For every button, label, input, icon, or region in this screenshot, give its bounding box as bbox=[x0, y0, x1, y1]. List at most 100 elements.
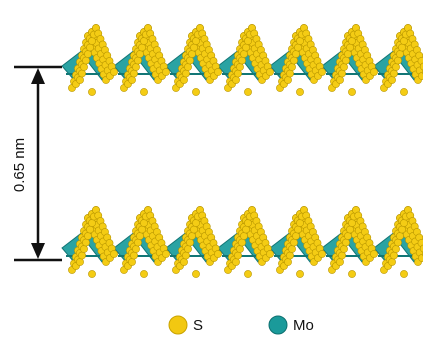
s-atom bbox=[336, 258, 343, 265]
s-atom bbox=[244, 270, 251, 277]
s-atom bbox=[140, 219, 147, 226]
s-atom bbox=[240, 50, 247, 57]
s-atom bbox=[84, 50, 91, 57]
s-atom bbox=[288, 245, 295, 252]
s-atom bbox=[242, 226, 249, 233]
legend-label: S bbox=[193, 317, 203, 334]
s-atom bbox=[400, 270, 407, 277]
s-atom bbox=[418, 254, 423, 261]
s-atom bbox=[286, 252, 293, 259]
dimension-label: 0.65 nm bbox=[11, 138, 28, 192]
s-atom bbox=[140, 270, 147, 277]
s-atom bbox=[340, 63, 347, 70]
s-atom bbox=[78, 70, 85, 77]
s-atom bbox=[88, 37, 95, 44]
s-atom bbox=[110, 68, 117, 75]
s-atom bbox=[396, 50, 403, 57]
s-atom bbox=[244, 37, 251, 44]
s-atom bbox=[370, 250, 377, 257]
s-atom bbox=[234, 70, 241, 77]
s-atom bbox=[292, 232, 299, 239]
s-atom bbox=[296, 37, 303, 44]
s-atom bbox=[78, 252, 85, 259]
s-atom bbox=[130, 70, 137, 77]
s-atom bbox=[192, 88, 199, 95]
legend-swatch-s bbox=[169, 316, 187, 334]
s-atom bbox=[188, 50, 195, 57]
s-atom bbox=[140, 37, 147, 44]
s-atom bbox=[400, 88, 407, 95]
s-atom bbox=[296, 88, 303, 95]
s-atom bbox=[184, 245, 191, 252]
s-atom bbox=[180, 76, 187, 83]
s-atom bbox=[396, 232, 403, 239]
s-atom bbox=[86, 226, 93, 233]
s-atom bbox=[140, 88, 147, 95]
s-atom bbox=[348, 219, 355, 226]
s-atom bbox=[388, 76, 395, 83]
s-atom bbox=[318, 68, 325, 75]
s-atom bbox=[136, 50, 143, 57]
s-atom bbox=[186, 239, 193, 246]
s-atom bbox=[296, 219, 303, 226]
s-atom bbox=[110, 250, 117, 257]
arrow-head-top bbox=[31, 68, 45, 84]
figure: 0.65 nm S Mo bbox=[0, 0, 423, 338]
s-atom bbox=[400, 219, 407, 226]
s-atom bbox=[128, 76, 135, 83]
s-atom bbox=[232, 258, 239, 265]
s-atom bbox=[88, 270, 95, 277]
s-atom bbox=[80, 63, 87, 70]
s-atom bbox=[82, 57, 89, 64]
s-atom bbox=[390, 252, 397, 259]
s-atom bbox=[128, 258, 135, 265]
s-atom bbox=[388, 258, 395, 265]
s-atom bbox=[292, 50, 299, 57]
s-atom bbox=[344, 232, 351, 239]
s-atom bbox=[192, 219, 199, 226]
s-atom bbox=[214, 68, 221, 75]
s-atom bbox=[342, 57, 349, 64]
s-atom bbox=[88, 219, 95, 226]
s-atom bbox=[344, 50, 351, 57]
s-atom bbox=[190, 226, 197, 233]
s-atom bbox=[244, 88, 251, 95]
s-atom bbox=[86, 44, 93, 51]
s-atom bbox=[392, 63, 399, 70]
s-atom bbox=[338, 252, 345, 259]
s-atom bbox=[234, 252, 241, 259]
s-atom bbox=[418, 72, 423, 79]
s-atom bbox=[186, 57, 193, 64]
s-atom bbox=[80, 245, 87, 252]
s-atom bbox=[244, 219, 251, 226]
s-atom bbox=[294, 44, 301, 51]
s-atom bbox=[192, 270, 199, 277]
s-atom bbox=[266, 250, 273, 257]
s-atom bbox=[138, 226, 145, 233]
s-atom bbox=[132, 245, 139, 252]
s-atom bbox=[236, 245, 243, 252]
s-atom bbox=[394, 239, 401, 246]
s-atom bbox=[82, 239, 89, 246]
s-atom bbox=[348, 37, 355, 44]
s-atom bbox=[346, 44, 353, 51]
s-atom bbox=[242, 44, 249, 51]
s-atom bbox=[88, 88, 95, 95]
s-atom bbox=[296, 270, 303, 277]
s-atom bbox=[162, 250, 169, 257]
s-atom bbox=[238, 239, 245, 246]
s-atom bbox=[182, 252, 189, 259]
s-atom bbox=[290, 239, 297, 246]
s-atom bbox=[192, 37, 199, 44]
s-atom bbox=[76, 258, 83, 265]
s-atom bbox=[284, 76, 291, 83]
s-atom bbox=[238, 57, 245, 64]
s-atom bbox=[130, 252, 137, 259]
s-atom bbox=[182, 70, 189, 77]
mos2-layers bbox=[62, 24, 423, 277]
s-atom bbox=[232, 76, 239, 83]
legend-label: Mo bbox=[293, 317, 314, 334]
s-atom bbox=[134, 57, 141, 64]
s-atom bbox=[184, 63, 191, 70]
s-atom bbox=[214, 250, 221, 257]
